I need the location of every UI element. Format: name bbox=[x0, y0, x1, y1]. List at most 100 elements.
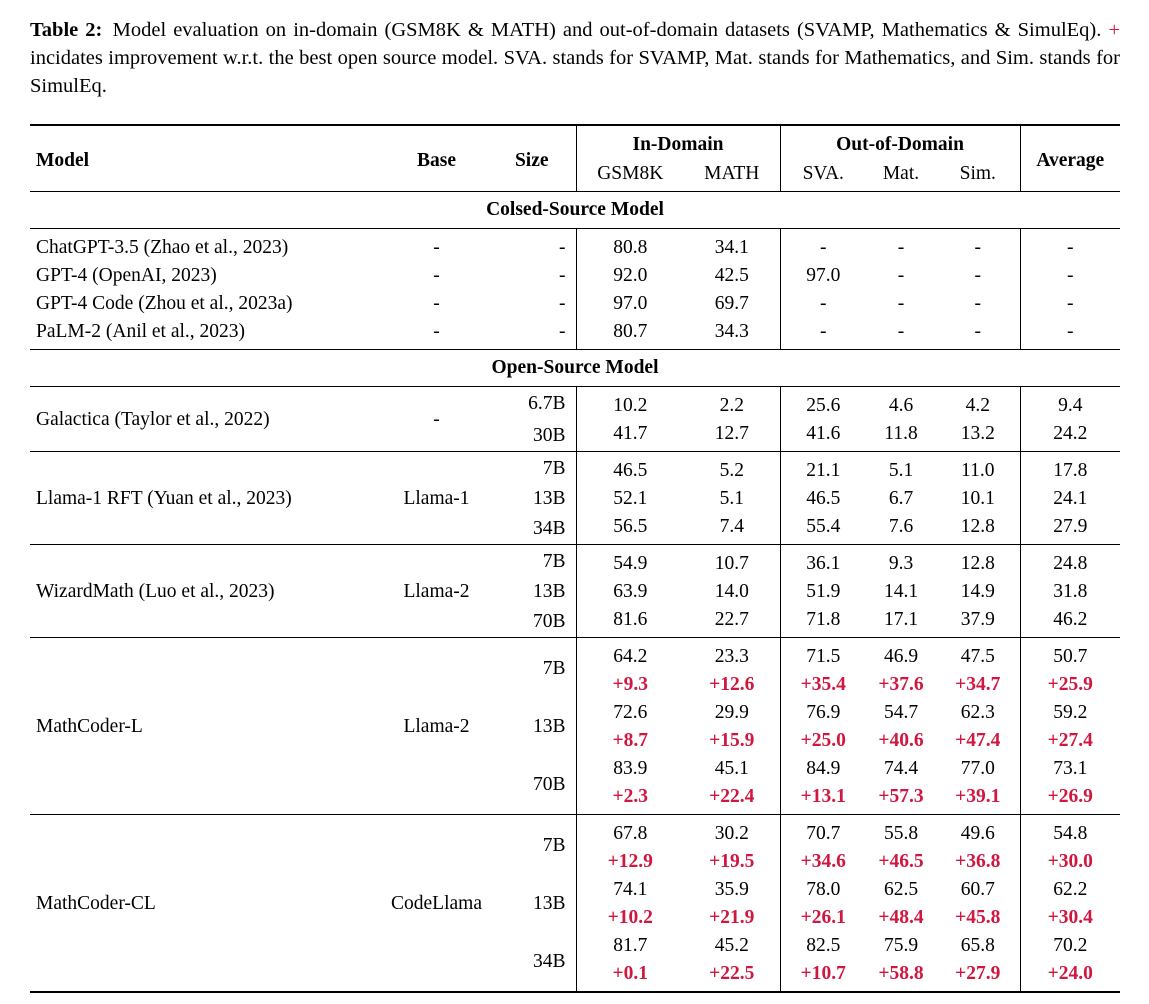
table-row: 34B 81.7 45.2 82.5 75.9 65.8 70.2 bbox=[30, 931, 1120, 992]
value-cell: 46.2 bbox=[1053, 608, 1088, 630]
value-cell: 71.5 bbox=[780, 637, 866, 670]
value-cell: 65.8 bbox=[936, 931, 1021, 959]
base-cell: - bbox=[433, 236, 440, 258]
size-cell: 30B bbox=[488, 419, 577, 452]
value-cell: 75.9 bbox=[883, 934, 919, 956]
value-cell: 97.0 bbox=[613, 292, 648, 314]
size-cell: 13B bbox=[488, 875, 577, 931]
value-cell: 49.6 bbox=[936, 814, 1021, 847]
value-cell: 9.4 bbox=[1058, 394, 1083, 416]
value-cell: 7.6 bbox=[888, 515, 914, 537]
table-row: 30B 41.7 12.7 41.6 11.8 13.2 24.2 bbox=[30, 419, 1120, 452]
value-cell: 4.6 bbox=[888, 394, 914, 416]
model-cell: GPT-4 Code (Zhou et al., 2023a) bbox=[36, 292, 293, 314]
value-cell: 12.8 bbox=[936, 512, 1021, 545]
value-cell: - bbox=[1067, 292, 1074, 314]
value-cell: 62.2 bbox=[1053, 878, 1088, 900]
value-cell: 4.2 bbox=[936, 386, 1021, 419]
value-cell: - bbox=[897, 320, 905, 342]
delta-cell: +19.5 bbox=[684, 847, 781, 875]
delta-cell: +22.5 bbox=[684, 959, 781, 992]
delta-cell: +26.1 bbox=[800, 906, 846, 928]
section-label-row: Open-Source Model bbox=[30, 349, 1121, 387]
header-model: Model bbox=[36, 149, 90, 171]
header-mat: Mat. bbox=[866, 159, 936, 192]
value-cell: 69.7 bbox=[684, 289, 781, 317]
value-cell: 5.2 bbox=[684, 451, 781, 484]
value-cell: 41.6 bbox=[806, 422, 841, 444]
value-cell: - bbox=[1067, 320, 1074, 342]
table-header: Model Base Size In-Domain Out-of-Domain … bbox=[30, 125, 1120, 192]
size-cell: 70B bbox=[488, 754, 577, 815]
table-row: MathCoder-CL CodeLlama 7B 67.8 30.2 70.7 55.8 4… bbox=[30, 814, 1121, 992]
base-cell: - bbox=[433, 408, 440, 430]
value-cell: 51.9 bbox=[806, 580, 841, 602]
value-cell: 55.8 bbox=[866, 814, 936, 847]
delta-cell: +37.6 bbox=[878, 673, 924, 695]
value-cell: - bbox=[936, 289, 1021, 317]
value-cell: 6.7 bbox=[888, 487, 914, 509]
delta-row: +0.1 +22.5 +10.7 +58.8 +27.9 +24.0 bbox=[30, 959, 1120, 992]
caption-text-2: incidates improvement w.r.t. the best op… bbox=[30, 47, 1120, 97]
delta-cell: +13.1 bbox=[800, 785, 846, 807]
size-cell: - bbox=[488, 228, 577, 261]
value-cell: 46.5 bbox=[576, 451, 684, 484]
value-cell: 35.9 bbox=[684, 875, 781, 903]
table-row: GPT-4 Code (Zhou et al., 2023a) - - 97.0 69.… bbox=[30, 289, 1120, 317]
value-cell: 34.3 bbox=[684, 317, 781, 350]
value-cell: 92.0 bbox=[613, 264, 648, 286]
value-cell: 46.5 bbox=[806, 487, 841, 509]
header-math: MATH bbox=[684, 159, 781, 192]
value-cell: 47.5 bbox=[936, 637, 1021, 670]
delta-row: +9.3 +12.6 +35.4 +37.6 +34.7 +25.9 bbox=[30, 670, 1120, 698]
delta-cell: +22.4 bbox=[684, 782, 781, 815]
size-cell: 6.7B bbox=[488, 386, 577, 419]
value-cell: 45.2 bbox=[684, 931, 781, 959]
size-cell: 34B bbox=[488, 931, 577, 992]
value-cell: 70.2 bbox=[1053, 934, 1088, 956]
value-cell: 22.7 bbox=[684, 605, 781, 638]
delta-cell: +30.0 bbox=[1047, 850, 1093, 872]
value-cell: - bbox=[936, 261, 1021, 289]
delta-row: +8.7 +15.9 +25.0 +40.6 +47.4 +27.4 bbox=[30, 726, 1120, 754]
size-cell: 34B bbox=[488, 512, 577, 545]
model-cell: GPT-4 (OpenAI, 2023) bbox=[36, 264, 217, 286]
value-cell: 11.8 bbox=[884, 422, 918, 444]
value-cell: 72.6 bbox=[613, 701, 648, 723]
delta-cell: +10.2 bbox=[607, 906, 653, 928]
value-cell: 70.7 bbox=[780, 814, 866, 847]
delta-cell: +26.9 bbox=[1047, 785, 1093, 807]
section-label: Open-Source Model bbox=[30, 349, 1121, 387]
value-cell: 17.1 bbox=[883, 608, 919, 630]
delta-cell: +12.6 bbox=[684, 670, 781, 698]
value-cell: - bbox=[936, 228, 1021, 261]
delta-row: +2.3 +22.4 +13.1 +57.3 +39.1 +26.9 bbox=[30, 782, 1120, 815]
value-cell: - bbox=[820, 292, 827, 314]
value-cell: - bbox=[1067, 264, 1074, 286]
base-cell: - bbox=[433, 320, 440, 342]
table-row: 70B 81.6 22.7 71.8 17.1 37.9 46.2 bbox=[30, 605, 1120, 638]
results-table: Model Base Size In-Domain Out-of-Domain … bbox=[30, 124, 1121, 993]
value-cell: 5.1 bbox=[866, 451, 936, 484]
value-cell: 17.8 bbox=[1020, 451, 1121, 484]
model-cell: MathCoder-CL bbox=[30, 814, 385, 992]
delta-cell: +27.4 bbox=[1047, 729, 1093, 751]
value-cell: 24.2 bbox=[1053, 422, 1088, 444]
model-cell: ChatGPT-3.5 (Zhao et al., 2023) bbox=[36, 236, 289, 258]
size-cell: 7B bbox=[488, 544, 577, 577]
value-cell: 21.1 bbox=[780, 451, 866, 484]
value-cell: 45.1 bbox=[684, 754, 781, 782]
value-cell: 24.1 bbox=[1053, 487, 1088, 509]
value-cell: 64.2 bbox=[576, 637, 684, 670]
base-cell: CodeLlama bbox=[385, 814, 488, 992]
model-cell: MathCoder-L bbox=[30, 637, 385, 815]
delta-cell: +36.8 bbox=[936, 847, 1021, 875]
table-row: MathCoder-L Llama-2 7B 64.2 23.3 71.5 46.9 47.5… bbox=[30, 637, 1121, 815]
table-row: 13B 72.6 29.9 76.9 54.7 62.3 59.2 bbox=[30, 698, 1120, 754]
delta-cell: +46.5 bbox=[878, 850, 924, 872]
size-cell: 13B bbox=[488, 577, 577, 605]
value-cell: 80.8 bbox=[613, 236, 648, 258]
value-cell: 56.5 bbox=[613, 515, 648, 537]
value-cell: 71.8 bbox=[806, 608, 841, 630]
base-cell: Llama-2 bbox=[385, 637, 488, 815]
